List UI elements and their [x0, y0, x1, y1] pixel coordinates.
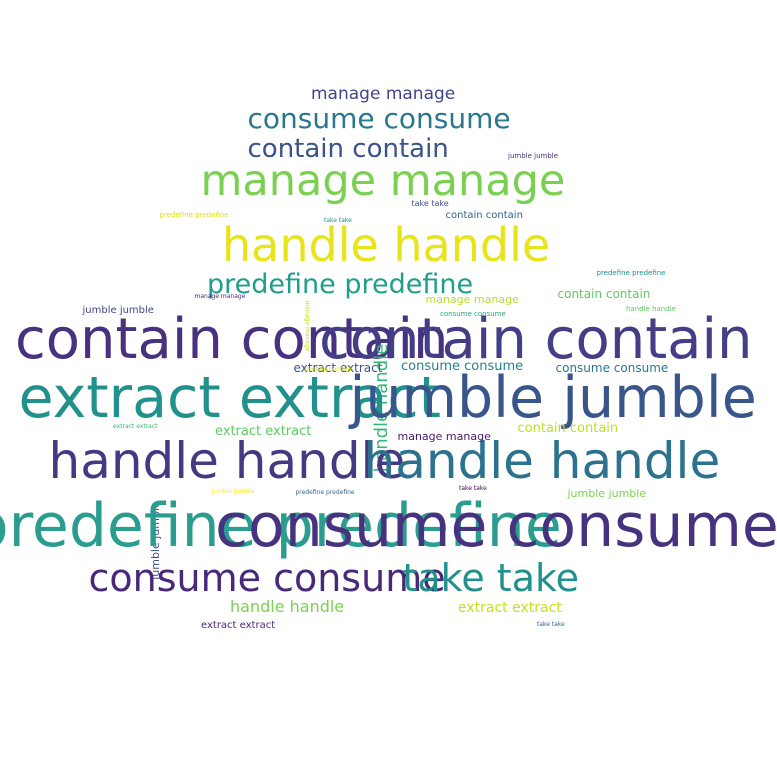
word-take-take: take take [324, 217, 352, 224]
word-jumble-jumble: jumble jumble [211, 488, 255, 495]
word-predefine-predefine: predefine predefine [0, 491, 562, 561]
word-jumble-jumble: jumble jumble [82, 305, 154, 316]
word-extract-extract: extract extract [113, 423, 158, 430]
word-consume-consume: consume consume [247, 102, 511, 135]
word-consume-consume: consume consume [440, 309, 506, 318]
word-predefine-predefine: predefine predefine [596, 268, 666, 277]
word-extract-extract: extract extract [293, 361, 383, 375]
word-manage-manage: manage manage [194, 293, 246, 300]
word-handle-handle: handle handle [222, 218, 551, 272]
word-predefine-predefine: predefine predefine [207, 268, 474, 300]
word-jumble-jumble: jumble jumble [508, 151, 559, 160]
word-manage-manage: manage manage [302, 300, 310, 352]
word-handle-handle: handle handle [363, 432, 721, 490]
word-handle-handle: handle handle [48, 432, 406, 490]
word-consume-consume: consume consume [88, 556, 446, 600]
word-handle-handle: handle handle [230, 597, 345, 616]
word-consume-consume: consume consume [401, 358, 524, 374]
word-jumble-jumble: jumble jumble [567, 486, 647, 500]
word-extract-extract: extract extract [201, 620, 276, 631]
word-predefine-predefine: predefine predefine [295, 489, 355, 496]
word-contain-contain: contain contain [305, 366, 352, 373]
word-consume-consume: consume consume [215, 491, 777, 561]
word-extract-extract: extract extract [458, 600, 562, 616]
word-take-take: take take [402, 556, 580, 600]
word-contain-contain: contain contain [517, 420, 619, 436]
word-extract-extract: extract extract [18, 364, 442, 431]
word-contain-contain: contain contain [445, 210, 523, 221]
word-manage-manage: manage manage [425, 292, 519, 306]
word-consume-consume: consume consume [555, 361, 669, 375]
word-contain-contain: contain contain [15, 307, 449, 372]
word-predefine-predefine: predefine predefine [159, 210, 229, 219]
word-contain-contain: contain contain [247, 134, 449, 164]
word-manage-manage: manage manage [311, 83, 456, 104]
word-manage-manage: manage manage [397, 429, 491, 443]
word-contain-contain: contain contain [319, 307, 753, 372]
word-contain-contain: contain contain [557, 287, 651, 301]
word-extract-extract: extract extract [215, 423, 312, 439]
word-take-take: take take [411, 199, 449, 208]
word-jumble-jumble: jumble jumble [349, 364, 757, 431]
word-manage-manage: manage manage [200, 155, 566, 206]
word-take-take: take take [459, 485, 487, 492]
word-take-take: take take [537, 621, 565, 628]
word-handle-handle: handle handle [626, 304, 676, 313]
